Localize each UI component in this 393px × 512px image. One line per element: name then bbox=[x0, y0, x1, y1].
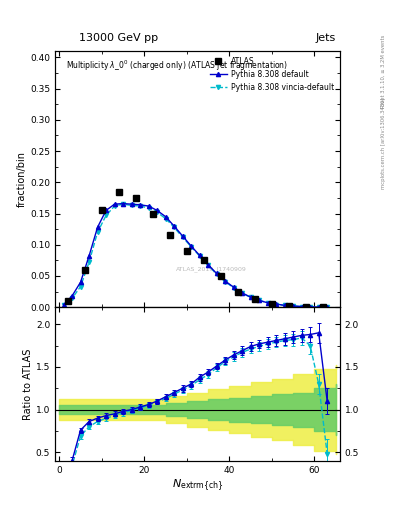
Y-axis label: Ratio to ATLAS: Ratio to ATLAS bbox=[23, 348, 33, 420]
Text: 13000 GeV pp: 13000 GeV pp bbox=[79, 33, 158, 44]
Text: Rivet 3.1.10, ≥ 3.2M events: Rivet 3.1.10, ≥ 3.2M events bbox=[381, 35, 386, 109]
Text: mcplots.cern.ch [arXiv:1306.3436]: mcplots.cern.ch [arXiv:1306.3436] bbox=[381, 98, 386, 189]
Text: ATLAS_2019_I1740909: ATLAS_2019_I1740909 bbox=[176, 266, 247, 272]
Legend: ATLAS, Pythia 8.308 default, Pythia 8.308 vincia-default: ATLAS, Pythia 8.308 default, Pythia 8.30… bbox=[208, 55, 336, 94]
Text: Multiplicity $\lambda$_0$^0$ (charged only) (ATLAS jet fragmentation): Multiplicity $\lambda$_0$^0$ (charged on… bbox=[66, 59, 288, 73]
X-axis label: $N_{\rm extrm\{ch\}}$: $N_{\rm extrm\{ch\}}$ bbox=[172, 477, 223, 494]
Y-axis label: fraction/bin: fraction/bin bbox=[17, 151, 27, 207]
Text: Jets: Jets bbox=[316, 33, 336, 44]
